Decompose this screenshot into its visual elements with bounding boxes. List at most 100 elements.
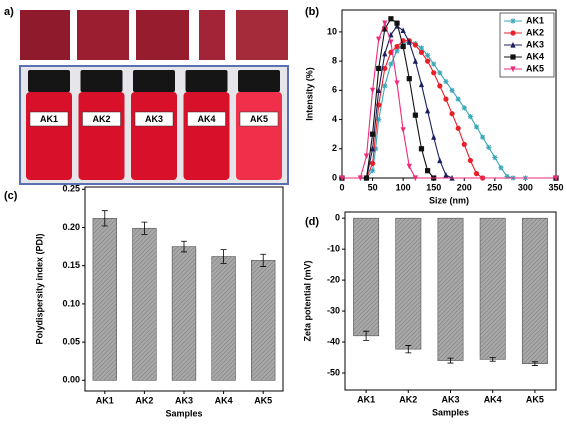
marker (382, 20, 388, 27)
error-bar (220, 249, 227, 264)
error-bar (363, 330, 370, 341)
marker (455, 125, 461, 131)
bar (353, 217, 380, 337)
marker (449, 111, 455, 117)
marker (376, 36, 382, 43)
error-bar (531, 361, 538, 366)
marker (461, 105, 467, 111)
marker (373, 146, 379, 152)
x-tick-label: AK3 (441, 394, 459, 404)
series-line (342, 21, 556, 179)
marker (443, 78, 449, 85)
marker (486, 144, 492, 150)
bar (211, 256, 236, 381)
panel-label: (b) (305, 6, 319, 18)
y-tick-label: -10 (327, 244, 340, 254)
marker (400, 127, 406, 133)
marker (357, 175, 363, 182)
marker (492, 154, 498, 161)
marker (418, 81, 425, 88)
jar-label: AK1 (40, 114, 58, 124)
marker (510, 30, 516, 36)
x-tick-label: 50 (368, 182, 378, 192)
y-tick-label: -40 (327, 336, 340, 346)
marker (443, 171, 449, 178)
jar-label-bg (29, 111, 69, 127)
x-tick-label: AK3 (175, 395, 193, 405)
error-bar (181, 240, 187, 253)
marker (431, 61, 437, 67)
marker (473, 124, 480, 130)
bar (479, 217, 506, 360)
marker (412, 58, 418, 64)
marker (394, 43, 400, 50)
marker (382, 50, 388, 57)
x-axis-label: Size (nm) (429, 195, 469, 205)
bar (132, 227, 157, 381)
bar (92, 218, 117, 381)
y-tick-label: -50 (327, 367, 340, 377)
x-tick-label: 250 (487, 182, 502, 192)
marker (425, 52, 431, 58)
marker (388, 31, 394, 38)
error-bar (447, 357, 454, 364)
marker (363, 175, 370, 181)
marker (388, 39, 394, 46)
y-axis-label: Intensity (%) (304, 67, 314, 121)
marker (382, 65, 388, 72)
marker (406, 39, 412, 45)
panel-label: (d) (305, 216, 319, 228)
x-tick-label: 300 (518, 182, 533, 192)
error-bar (489, 357, 496, 362)
y-tick-label: 0.05 (62, 336, 80, 346)
marker (449, 87, 455, 93)
jar-cap (28, 70, 70, 92)
x-tick-label: AK5 (526, 394, 544, 404)
y-tick-label: 10 (327, 26, 337, 36)
marker (510, 54, 516, 60)
marker (553, 175, 559, 182)
y-tick-label: 0 (335, 213, 340, 223)
marker (425, 58, 431, 64)
marker (418, 49, 425, 55)
marker (437, 70, 443, 76)
y-tick-label: -20 (327, 274, 340, 284)
photo-panel: a) AK1 AK2 AK3 AK4 AK5 (4, 6, 289, 185)
marker (510, 18, 516, 24)
jar-label-bg (82, 111, 121, 127)
x-tick-label: 150 (426, 182, 441, 192)
x-axis-label: Samples (432, 407, 469, 417)
charts: (b) 0 2 4 6 8 10 Intensity (%) Size (nm) 0 50 100 15… (4, 6, 564, 418)
y-tick-label: 0.25 (62, 184, 80, 194)
marker (363, 153, 370, 160)
jar-label: AK5 (250, 114, 268, 124)
marker (400, 27, 406, 34)
marker (510, 41, 516, 48)
marker (443, 96, 449, 102)
marker (455, 96, 461, 102)
marker (369, 145, 376, 152)
x-tick-label: 0 (339, 182, 344, 192)
bar (437, 217, 464, 361)
marker (425, 107, 431, 114)
x-tick-label: 100 (396, 182, 411, 192)
y-tick-label: 0.20 (62, 222, 80, 232)
marker (467, 114, 473, 120)
y-tick-label: 0.15 (62, 260, 80, 270)
marker (437, 157, 443, 164)
y-tick-label: 0.00 (62, 375, 80, 385)
x-tick-label: AK1 (96, 395, 114, 405)
x-tick-label: 200 (457, 182, 472, 192)
error-bar (101, 210, 108, 227)
marker (480, 134, 486, 140)
x-tick-label: AK2 (399, 394, 417, 404)
legend-label: AK1 (526, 15, 544, 25)
jar-cap (133, 70, 175, 92)
marker (394, 20, 400, 26)
jar-body (26, 92, 72, 180)
marker (382, 83, 388, 89)
y-tick-label: 4 (332, 114, 337, 124)
marker (437, 83, 443, 89)
marker (400, 41, 406, 47)
